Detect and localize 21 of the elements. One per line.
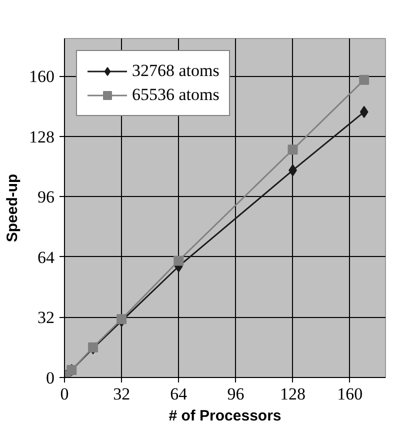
y-tick-label: 32 (38, 308, 54, 328)
point (116, 314, 127, 324)
y-tick-label: 128 (29, 127, 54, 146)
y-tick-label: 64 (38, 248, 55, 267)
y-tick-label: 96 (38, 188, 54, 207)
x-tick-label: 128 (280, 384, 306, 404)
point (359, 74, 370, 85)
point (360, 106, 368, 118)
x-tick-label: 32 (113, 384, 130, 404)
x-tick-label: 160 (337, 384, 363, 404)
x-tick-label: 0 (60, 384, 69, 404)
x-tick-label: 64 (170, 384, 188, 404)
legend-label: 65536 atoms (132, 85, 220, 105)
x-tick-label: 96 (227, 384, 244, 404)
legend-label: 32768 atoms (132, 61, 220, 81)
y-tick-label: 160 (29, 67, 54, 86)
y-tick-label: 0 (46, 368, 54, 388)
point (288, 144, 298, 155)
x-axis-title: # of Processors (168, 408, 282, 424)
point (174, 256, 184, 266)
y-axis-title: Speed-up (4, 174, 21, 242)
